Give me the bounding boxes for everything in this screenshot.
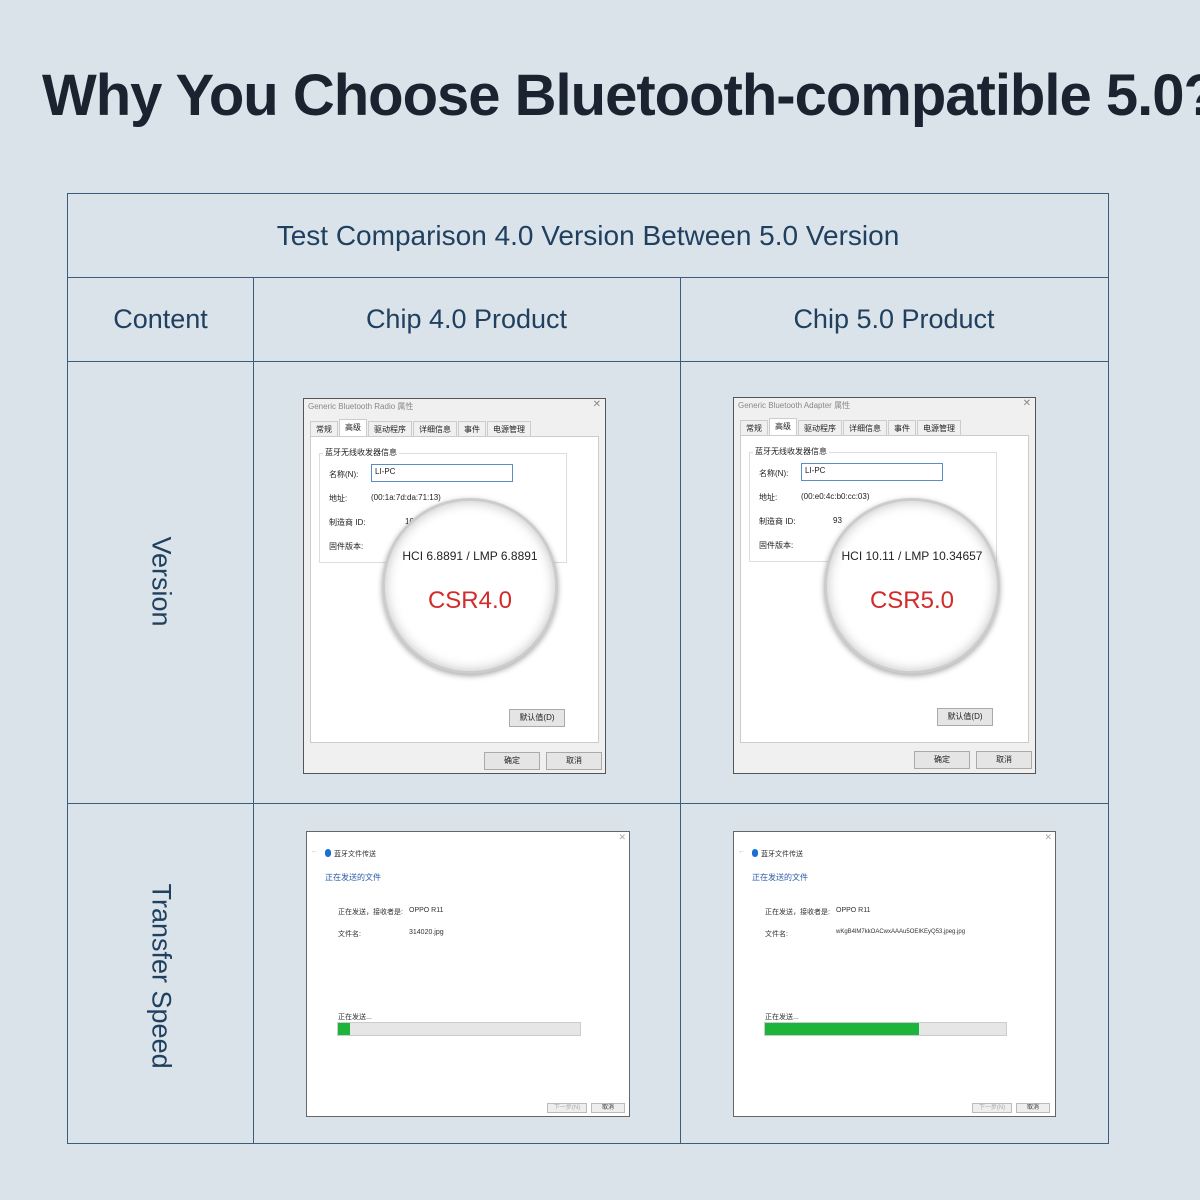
comparison-table: Test Comparison 4.0 Version Between 5.0 … (67, 193, 1109, 1144)
magnifier: HCI 10.11 / LMP 10.34657 CSR5.0 (824, 498, 1000, 674)
bluetooth-icon (752, 849, 758, 857)
filename-value: 314020.jpg (409, 929, 444, 936)
progress-bar (764, 1022, 1007, 1036)
tab-advanced[interactable]: 高级 (769, 418, 797, 437)
address-label: 地址: (329, 494, 348, 503)
cancel-button[interactable]: 取消 (976, 751, 1032, 769)
row-label-transfer-speed: Transfer Speed (146, 883, 177, 1069)
next-button[interactable]: 下一步(N) (547, 1103, 587, 1113)
divider (680, 277, 681, 1143)
divider (253, 277, 254, 1143)
default-button[interactable]: 默认值(D) (937, 708, 993, 726)
name-label: 名称(N): (329, 470, 359, 479)
close-icon[interactable]: ✕ (618, 832, 626, 842)
csr-label: CSR4.0 (427, 587, 513, 614)
magnifier: HCI 6.8891 / LMP 6.8891 CSR4.0 (382, 498, 558, 674)
group-title: 蓝牙无线收发器信息 (323, 447, 399, 458)
bluetooth-icon (325, 849, 331, 857)
name-input[interactable]: LI-PC (371, 464, 513, 482)
divider (68, 361, 1108, 362)
manufacturer-value: 93 (833, 516, 842, 525)
group-title: 蓝牙无线收发器信息 (753, 446, 829, 457)
firmware-label: 固件版本: (329, 542, 364, 551)
csr-label: CSR5.0 (869, 587, 955, 614)
status-text: 正在发送... (338, 1014, 372, 1021)
filename-label: 文件名: (338, 931, 361, 938)
next-button[interactable]: 下一步(N) (972, 1103, 1012, 1113)
manufacturer-label: 制造商 ID: (329, 518, 366, 527)
app-title: 蓝牙文件传送 (334, 851, 376, 858)
status-text: 正在发送... (765, 1014, 799, 1021)
heading: 正在发送的文件 (752, 873, 808, 882)
recipient-value: OPPO R11 (836, 907, 871, 914)
hci-version: HCI 6.8891 / LMP 6.8891 (402, 549, 538, 563)
recipient-value: OPPO R11 (409, 907, 444, 914)
close-icon[interactable]: ✕ (1022, 398, 1031, 409)
default-button[interactable]: 默认值(D) (509, 709, 565, 727)
app-title: 蓝牙文件传送 (761, 851, 803, 858)
ok-button[interactable]: 确定 (914, 751, 970, 769)
close-icon[interactable]: ✕ (1044, 832, 1052, 842)
row-label-version: Version (146, 536, 177, 627)
header-chip5: Chip 5.0 Product (793, 304, 995, 334)
cancel-button[interactable]: 取消 (546, 752, 602, 770)
transfer-dialog-5: ✕ ← 蓝牙文件传送 正在发送的文件 正在发送，接收者是: OPPO R11 文… (733, 831, 1056, 1117)
divider (68, 803, 1108, 804)
firmware-label: 固件版本: (759, 541, 794, 550)
ok-button[interactable]: 确定 (484, 752, 540, 770)
header-chip4: Chip 4.0 Product (365, 304, 568, 334)
heading: 正在发送的文件 (325, 873, 381, 882)
progress-fill (338, 1023, 351, 1035)
close-icon[interactable]: ✕ (592, 399, 601, 410)
transfer-dialog-4: ✕ ← 蓝牙文件传送 正在发送的文件 正在发送，接收者是: OPPO R11 文… (306, 831, 630, 1117)
address-label: 地址: (759, 493, 778, 502)
divider (68, 277, 1108, 278)
cancel-button[interactable]: 取消 (591, 1103, 625, 1113)
filename-label: 文件名: (765, 931, 788, 938)
filename-value: wKgB4lM7kkOACwxAAAu5OEIKEyQ53.jpeg.jpg (836, 929, 966, 935)
progress-bar (337, 1022, 581, 1036)
hci-version: HCI 10.11 / LMP 10.34657 (841, 549, 983, 563)
name-input[interactable]: LI-PC (801, 463, 943, 481)
header-content: Content (113, 304, 208, 334)
manufacturer-label: 制造商 ID: (759, 517, 796, 526)
back-arrow-icon[interactable]: ← (738, 848, 745, 855)
back-arrow-icon[interactable]: ← (311, 848, 318, 855)
dialog-title: Generic Bluetooth Adapter 属性 (738, 401, 851, 410)
recipient-label: 正在发送，接收者是: (338, 909, 403, 916)
name-label: 名称(N): (759, 469, 789, 478)
address-value: (00:e0:4c:b0:cc:03) (801, 492, 870, 501)
address-value: (00:1a:7d:da:71:13) (371, 493, 441, 502)
progress-fill (765, 1023, 920, 1035)
table-caption: Test Comparison 4.0 Version Between 5.0 … (276, 220, 900, 251)
recipient-label: 正在发送，接收者是: (765, 909, 830, 916)
dialog-title: Generic Bluetooth Radio 属性 (308, 402, 414, 411)
page-title: Why You Choose Bluetooth-compatible 5.0? (42, 63, 1200, 128)
tab-advanced[interactable]: 高级 (339, 419, 367, 438)
cancel-button[interactable]: 取消 (1016, 1103, 1050, 1113)
